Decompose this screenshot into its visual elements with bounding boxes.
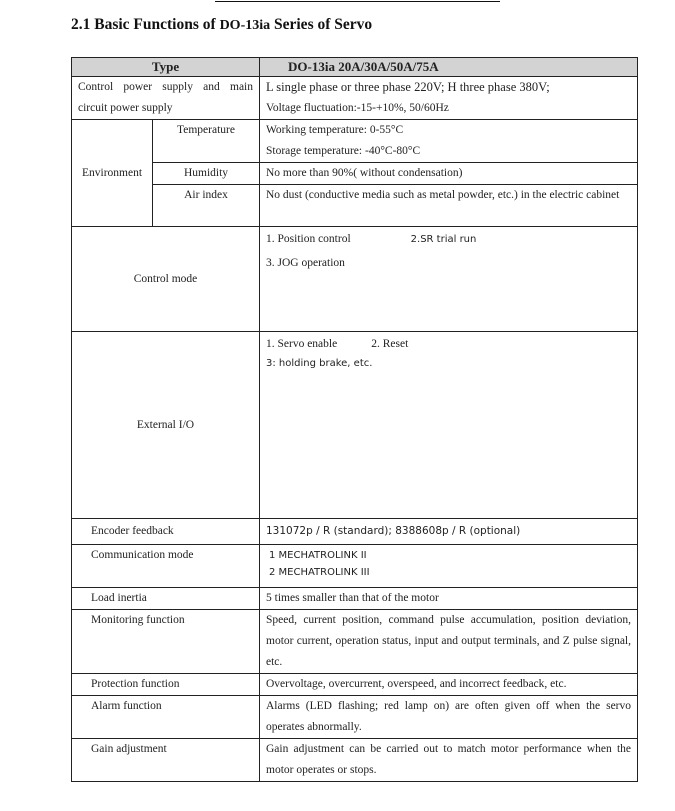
communication-item: 1 MECHATROLINK II — [269, 550, 367, 561]
power-line2: Voltage fluctuation:-15-+10%, 50/60Hz — [266, 102, 449, 114]
control-mode-item: 2.SR trial run — [410, 234, 477, 245]
external-io-label: External I/O — [71, 331, 260, 519]
table-row: Load inertia 5 times smaller than that o… — [71, 587, 638, 610]
table-row: Control mode 1. Position control 2.SR tri… — [71, 226, 638, 332]
control-mode-label: Control mode — [71, 226, 260, 332]
table-row: Monitoring function Speed, current posit… — [71, 609, 638, 674]
environment-label: Environment — [71, 119, 153, 227]
encoder-label: Encoder feedback — [71, 518, 260, 545]
load-inertia-value: 5 times smaller than that of the motor — [259, 587, 638, 610]
power-label: Control power supply and main circuit po… — [71, 76, 260, 120]
table-row: Air index No dust (conductive media such… — [72, 184, 638, 227]
communication-value: 1 MECHATROLINK II 2 MECHATROLINK III — [259, 544, 638, 588]
power-line1: L single phase or three phase 220V; H th… — [266, 80, 550, 94]
protection-label: Protection function — [71, 673, 260, 696]
alarm-label: Alarm function — [71, 695, 260, 739]
communication-label: Communication mode — [71, 544, 260, 588]
humidity-value: No more than 90%( without condensation) — [259, 162, 638, 185]
table-header-row: Type DO-13ia 20A/30A/50A/75A — [71, 57, 638, 77]
monitoring-value: Speed, current position, command pulse a… — [259, 609, 638, 674]
title-prefix: 2.1 Basic Functions of — [71, 16, 216, 33]
monitoring-label: Monitoring function — [71, 609, 260, 674]
section-title: 2.1 Basic Functions of DO-13ia Series of… — [71, 16, 372, 34]
table-row: Communication mode 1 MECHATROLINK II 2 M… — [71, 544, 638, 588]
alarm-value: Alarms (LED flashing; red lamp on) are o… — [259, 695, 638, 739]
table-row: Humidity No more than 90%( without conde… — [72, 162, 638, 185]
external-io-item: 3: holding brake, etc. — [266, 358, 373, 369]
load-inertia-label: Load inertia — [71, 587, 260, 610]
temperature-label: Temperature — [152, 119, 260, 163]
power-value: L single phase or three phase 220V; H th… — [259, 76, 638, 120]
model-header: DO-13ia 20A/30A/50A/75A — [259, 57, 638, 77]
gain-label: Gain adjustment — [71, 738, 260, 782]
external-io-item: 1. Servo enable — [266, 338, 338, 350]
external-io-item: 2. Reset — [371, 338, 409, 350]
spec-table: Type DO-13ia 20A/30A/50A/75A Control pow… — [71, 57, 638, 782]
type-header: Type — [71, 57, 260, 77]
table-row: Encoder feedback 131072p / R (standard);… — [71, 518, 638, 545]
working-temperature: Working temperature: 0-55°C — [266, 124, 404, 136]
gain-value: Gain adjustment can be carried out to ma… — [259, 738, 638, 782]
temperature-value: Working temperature: 0-55°C Storage temp… — [259, 119, 638, 163]
table-row: Gain adjustment Gain adjustment can be c… — [71, 738, 638, 782]
title-suffix: Series of Servo — [274, 16, 373, 33]
table-row: Control power supply and main circuit po… — [71, 76, 638, 120]
external-io-value: 1. Servo enable 2. Reset 3: holding brake… — [259, 331, 638, 519]
encoder-value: 131072p / R (standard); 8388608p / R (op… — [259, 518, 638, 545]
humidity-label: Humidity — [152, 162, 260, 185]
air-index-label: Air index — [152, 184, 260, 227]
table-row: Alarm function Alarms (LED flashing; red… — [71, 695, 638, 739]
storage-temperature: Storage temperature: -40°C-80°C — [266, 145, 421, 157]
table-row: External I/O 1. Servo enable 2. Reset 3: … — [71, 331, 638, 519]
protection-value: Overvoltage, overcurrent, overspeed, and… — [259, 673, 638, 696]
control-mode-value: 1. Position control 2.SR trial run 3. JOG… — [259, 226, 638, 332]
control-mode-item: 3. JOG operation — [266, 257, 345, 269]
header-rule — [215, 1, 500, 2]
air-index-value: No dust (conductive media such as metal … — [259, 184, 638, 227]
control-mode-item: 1. Position control — [266, 233, 351, 245]
table-row: Environment Temperature Working temperat… — [71, 119, 638, 227]
title-model: DO-13ia — [219, 18, 271, 33]
table-row: Protection function Overvoltage, overcur… — [71, 673, 638, 696]
communication-item: 2 MECHATROLINK III — [269, 567, 370, 578]
